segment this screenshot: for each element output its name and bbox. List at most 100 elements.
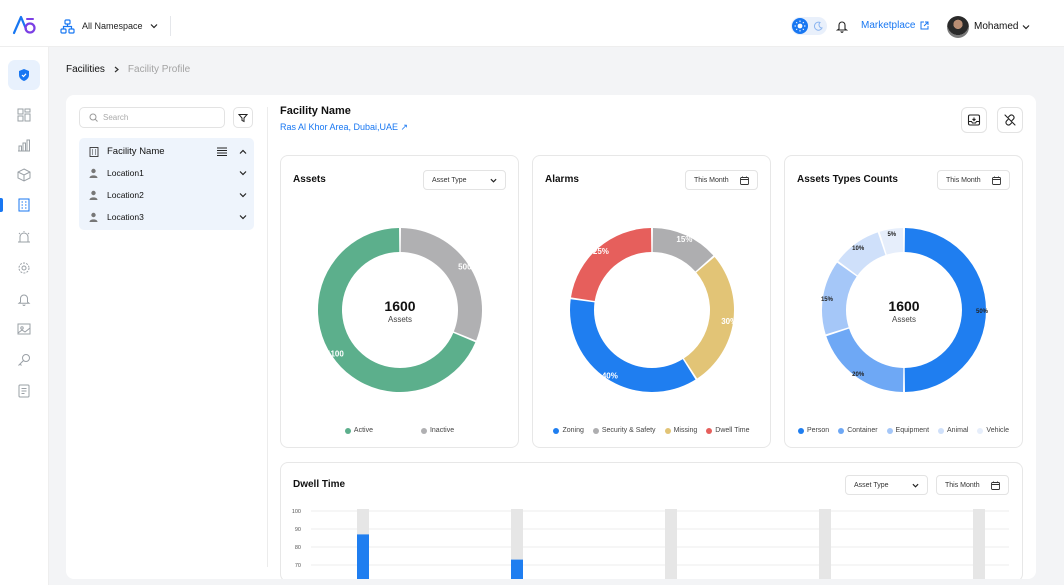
unlink-button[interactable]	[997, 107, 1023, 133]
legend-dot	[977, 427, 984, 434]
settings-icon[interactable]	[17, 261, 31, 275]
slice-label: 500	[458, 263, 472, 272]
sun-icon[interactable]	[792, 18, 808, 34]
alarm-icon[interactable]	[17, 230, 31, 244]
legend-item[interactable]: Active	[344, 427, 373, 434]
dwell-date-select[interactable]: This Month	[936, 475, 1009, 495]
asset-type-select[interactable]: Asset Type	[423, 170, 506, 190]
tree-header[interactable]: Facility Name	[89, 146, 247, 157]
sidebar-active-indicator	[0, 198, 3, 212]
y-tick-label: 70	[295, 563, 301, 569]
chevron-down-icon[interactable]	[239, 191, 247, 199]
facility-location-link[interactable]: Ras Al Khor Area, Dubai,UAE ↗	[280, 122, 409, 132]
dashboard-icon[interactable]	[17, 108, 31, 122]
marketplace-link[interactable]: Marketplace	[861, 20, 929, 31]
document-icon[interactable]	[17, 384, 31, 398]
theme-toggle[interactable]	[791, 17, 827, 35]
archive-download-icon	[967, 114, 981, 126]
legend-item[interactable]: Missing	[664, 427, 697, 434]
chevron-right-icon	[114, 66, 119, 73]
breadcrumb-root[interactable]: Facilities	[66, 64, 105, 75]
sidebar-item-security[interactable]	[8, 60, 40, 90]
donut-center-label: Assets	[892, 315, 916, 324]
legend-dot	[592, 427, 599, 434]
user-name: Mohamed	[974, 21, 1019, 32]
tree-item-label: Location1	[107, 168, 144, 178]
donut-slice-vehicle[interactable]	[879, 228, 904, 255]
tree-item-location2[interactable]: Location2	[89, 190, 247, 200]
search-icon	[89, 113, 98, 122]
dwell-time-card: Dwell Time Asset Type This Month 100 90 80…	[280, 462, 1023, 579]
legend-item[interactable]: Vehicle	[977, 427, 1009, 434]
donut-center-label: Assets	[388, 315, 412, 324]
legend-dot	[706, 427, 713, 434]
legend-item[interactable]: Animal	[938, 427, 968, 434]
legend-item[interactable]: Person	[798, 427, 829, 434]
legend-item[interactable]: Zoning	[553, 427, 584, 434]
analytics-icon[interactable]	[17, 138, 31, 152]
chevron-up-icon[interactable]	[239, 148, 247, 156]
chevron-down-icon[interactable]	[239, 213, 247, 221]
dwell-bar[interactable]	[357, 534, 369, 579]
tree-item-location1[interactable]: Location1	[89, 168, 247, 178]
archive-button[interactable]	[961, 107, 987, 133]
notification-icon[interactable]	[17, 292, 31, 306]
alarms-date-select[interactable]: This Month	[685, 170, 758, 190]
tree-item-label: Location2	[107, 190, 144, 200]
legend-item[interactable]: Dwell Time	[706, 427, 750, 434]
tree-item-location3[interactable]: Location3	[89, 212, 247, 222]
tree-header-label: Facility Name	[107, 146, 165, 157]
card-title: Alarms	[545, 174, 579, 185]
slice-label: 5%	[887, 232, 896, 238]
moon-icon[interactable]	[811, 19, 825, 33]
donut-slice-container[interactable]	[826, 328, 904, 392]
bell-icon[interactable]	[836, 19, 848, 33]
filter-button[interactable]	[233, 107, 253, 128]
donut-slice-person[interactable]	[904, 228, 986, 392]
chevron-down-icon[interactable]	[239, 169, 247, 177]
donut-slice-inactive[interactable]	[400, 228, 482, 341]
chevron-down-icon	[912, 483, 919, 488]
donut-slice-equipment[interactable]	[822, 262, 857, 335]
legend-item[interactable]: Security & Safety	[592, 427, 656, 434]
calendar-icon	[991, 481, 1000, 490]
donut-slice-missing[interactable]	[683, 257, 734, 379]
image-icon[interactable]	[17, 322, 31, 336]
legend-dot	[938, 427, 945, 434]
donut-slice-security-safety[interactable]	[652, 228, 714, 272]
namespace-selector[interactable]: All Namespace	[60, 16, 171, 36]
list-icon[interactable]	[217, 147, 227, 156]
calendar-icon	[992, 176, 1001, 185]
facility-tree: Facility Name Location1 Location2 Locati…	[79, 138, 254, 230]
slice-label: 50%	[976, 309, 989, 315]
key-icon[interactable]	[17, 353, 31, 367]
legend-item[interactable]: Equipment	[886, 427, 929, 434]
avatar[interactable]	[947, 16, 969, 38]
legend-label: Zoning	[562, 427, 584, 434]
slice-label: 15%	[676, 235, 692, 244]
search-placeholder: Search	[103, 113, 129, 122]
legend-item[interactable]: Inactive	[420, 427, 454, 434]
donut-slice-animal[interactable]	[838, 232, 886, 276]
search-input[interactable]: Search	[79, 107, 225, 128]
building-icon	[89, 146, 99, 157]
building-icon[interactable]	[17, 198, 31, 212]
y-tick-label: 80	[295, 545, 301, 551]
donut-slice-dwell-time[interactable]	[570, 228, 652, 302]
dwell-bar[interactable]	[511, 559, 523, 579]
slice-label: 40%	[602, 372, 618, 381]
donut-slice-active[interactable]	[318, 228, 476, 392]
legend-dot	[553, 427, 560, 434]
cube-icon[interactable]	[17, 168, 31, 182]
card-title: Dwell Time	[293, 479, 346, 490]
app-logo-icon[interactable]	[12, 14, 38, 36]
asset-types-legend: Person Container Equipment Animal Vehicle	[785, 427, 1022, 434]
user-menu[interactable]: Mohamed	[974, 21, 1030, 32]
donut-slice-zoning[interactable]	[570, 299, 696, 392]
dwell-asset-type-select[interactable]: Asset Type	[845, 475, 928, 495]
slice-label: 15%	[821, 297, 834, 303]
asset-types-date-select[interactable]: This Month	[937, 170, 1010, 190]
shield-icon	[19, 69, 29, 81]
legend-item[interactable]: Container	[838, 427, 878, 434]
network-icon	[60, 18, 75, 34]
